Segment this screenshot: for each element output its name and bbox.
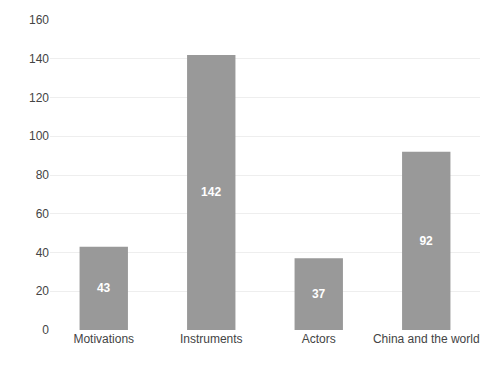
svg-text:92: 92 — [419, 234, 433, 248]
svg-text:140: 140 — [29, 52, 49, 66]
svg-text:Actors: Actors — [302, 332, 336, 346]
svg-text:China and the world: China and the world — [373, 332, 480, 346]
svg-text:60: 60 — [36, 207, 50, 221]
svg-text:20: 20 — [36, 284, 50, 298]
svg-text:0: 0 — [42, 323, 49, 337]
svg-text:37: 37 — [312, 287, 326, 301]
svg-text:Instruments: Instruments — [180, 332, 243, 346]
svg-text:120: 120 — [29, 91, 49, 105]
svg-text:100: 100 — [29, 129, 49, 143]
svg-text:43: 43 — [97, 281, 111, 295]
svg-text:40: 40 — [36, 246, 50, 260]
svg-text:142: 142 — [201, 185, 221, 199]
svg-text:160: 160 — [29, 13, 49, 27]
svg-text:80: 80 — [36, 168, 50, 182]
svg-text:Motivations: Motivations — [73, 332, 134, 346]
